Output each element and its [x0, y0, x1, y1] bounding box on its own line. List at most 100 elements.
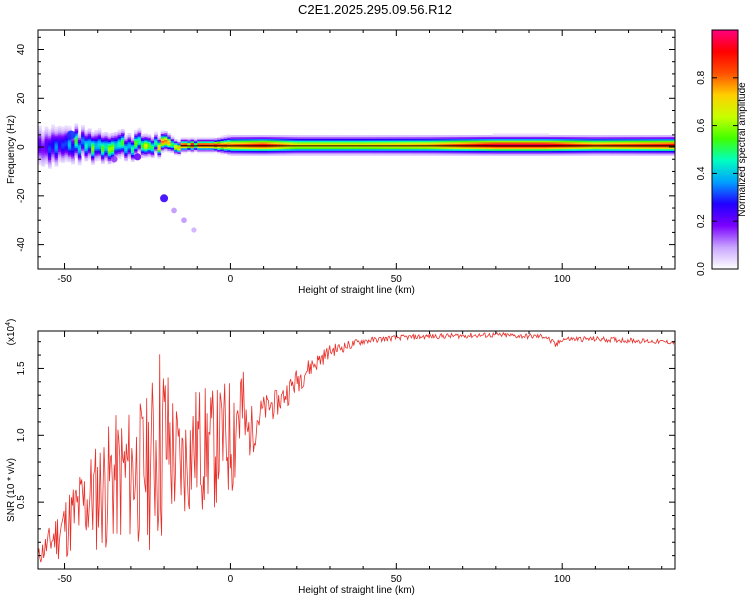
- spectrogram-cell: [386, 153, 391, 156]
- spectrogram-cell: [266, 136, 271, 139]
- spectrogram-cell: [386, 140, 391, 143]
- spectrogram-cell: [140, 140, 145, 143]
- spectrogram-cell: [595, 145, 600, 148]
- spectrogram-cell: [529, 148, 533, 151]
- spectrogram-cell: [117, 134, 122, 137]
- spectrogram-cell: [409, 135, 414, 138]
- spectrogram-cell: [615, 153, 619, 156]
- spectrogram-cell: [339, 140, 344, 143]
- spectrogram-cell: [618, 147, 623, 150]
- spectrogram-cell: [84, 142, 89, 145]
- spectrogram-cell: [562, 136, 566, 139]
- spectrogram-cell: [250, 135, 255, 138]
- spectrogram-cell: [575, 150, 580, 153]
- spectrogram-cell: [71, 158, 75, 161]
- spectrogram-cell: [260, 140, 265, 143]
- spectrogram-cell: [280, 143, 284, 146]
- spectrogram-cell: [452, 153, 457, 156]
- spectrogram-cell: [406, 136, 410, 139]
- spectrogram-cell: [104, 137, 109, 140]
- spectrogram-cell: [54, 135, 59, 138]
- spectrogram-cell: [359, 140, 364, 143]
- spectrogram-cell: [74, 137, 79, 140]
- spectrogram-cell: [303, 150, 308, 153]
- spectrogram-cell: [57, 154, 62, 158]
- spectrogram-cell: [41, 135, 46, 138]
- spectrogram-cell: [77, 163, 82, 166]
- spectrogram-cell: [114, 142, 119, 145]
- spectrogram-cell: [369, 138, 374, 141]
- spectrogram-cell: [87, 128, 92, 131]
- spectrogram-cell: [300, 147, 304, 150]
- spectrogram-cell: [180, 151, 185, 154]
- spectrogram-cell: [303, 147, 308, 150]
- spectrogram-cell: [545, 152, 550, 155]
- spectrogram-cell: [472, 140, 477, 143]
- spectrogram-cell: [446, 145, 450, 148]
- spectrogram-cell: [61, 155, 65, 158]
- spectrogram-cell: [273, 143, 278, 146]
- spectrogram-cell: [668, 135, 673, 138]
- spectrogram-cell: [406, 147, 410, 150]
- spectrogram-cell: [446, 153, 450, 156]
- spectrogram-cell: [84, 159, 89, 162]
- spectrogram-cell: [210, 142, 215, 145]
- spectrogram-cell: [625, 150, 629, 153]
- spectrogram-cell: [47, 128, 52, 132]
- spectrogram-cell: [621, 135, 626, 138]
- spectrogram-cell: [538, 150, 543, 153]
- spectrogram-cell: [602, 135, 606, 138]
- spectrogram-cell: [661, 140, 666, 143]
- spectrogram-cell: [658, 136, 663, 139]
- spectrogram-cell: [452, 145, 457, 148]
- spectrogram-cell: [64, 151, 69, 154]
- spectrogram-cell: [651, 143, 656, 146]
- spectrogram-cell: [260, 145, 265, 148]
- spectrogram-cell: [668, 138, 673, 141]
- spectrogram-cell: [54, 140, 59, 143]
- spectrogram-cell: [240, 143, 245, 146]
- spectrogram-cell: [273, 148, 278, 151]
- spectrogram-cell: [369, 150, 374, 153]
- spectrogram-cell: [512, 138, 517, 141]
- spectrogram-cell: [492, 141, 497, 145]
- spectrogram-cell: [568, 141, 573, 145]
- spectrogram-cell: [631, 148, 636, 151]
- spectrogram-cell: [147, 137, 152, 140]
- spectrogram-cell: [329, 135, 334, 138]
- spectrogram-cell: [525, 147, 530, 150]
- spectrogram-cell: [648, 141, 653, 145]
- spectrogram-cell: [668, 141, 673, 145]
- spectrogram-cell: [645, 141, 649, 145]
- spectrogram-cell: [87, 157, 92, 160]
- spectrogram-cell: [548, 153, 553, 156]
- spectrogram-cell: [499, 136, 503, 139]
- spectrogram-cell: [270, 140, 274, 143]
- spectrogram-cell: [562, 145, 566, 148]
- spectrogram-cell: [558, 136, 563, 139]
- spectrogram-cell: [648, 145, 653, 148]
- spectrogram-cell: [164, 143, 168, 146]
- spectrogram-cell: [87, 150, 92, 153]
- spectrogram-cell: [81, 149, 85, 152]
- spectrogram-cell: [130, 142, 135, 145]
- spectrogram-cell: [562, 152, 566, 155]
- spectrogram-cell: [81, 150, 85, 153]
- spectrogram-cell: [177, 139, 182, 142]
- spectrogram-cell: [154, 140, 158, 143]
- spectrogram-cell: [94, 159, 99, 162]
- spectrogram-cell: [379, 147, 384, 150]
- spectrogram-cell: [465, 153, 470, 156]
- spectrogram-cell: [432, 148, 437, 151]
- spectrogram-cell: [346, 152, 351, 155]
- spectrogram-cell: [376, 136, 381, 139]
- spectrogram-cell: [270, 136, 274, 139]
- spectrogram-cell: [412, 140, 417, 143]
- spectrogram-cell: [293, 143, 298, 146]
- spectrogram-cell: [104, 138, 109, 142]
- spectrogram-cell: [396, 145, 401, 148]
- spectrogram-cell: [270, 153, 274, 156]
- spectrogram-cell: [489, 152, 493, 155]
- spectrogram-cell: [535, 141, 540, 145]
- spectrogram-cell: [661, 143, 666, 146]
